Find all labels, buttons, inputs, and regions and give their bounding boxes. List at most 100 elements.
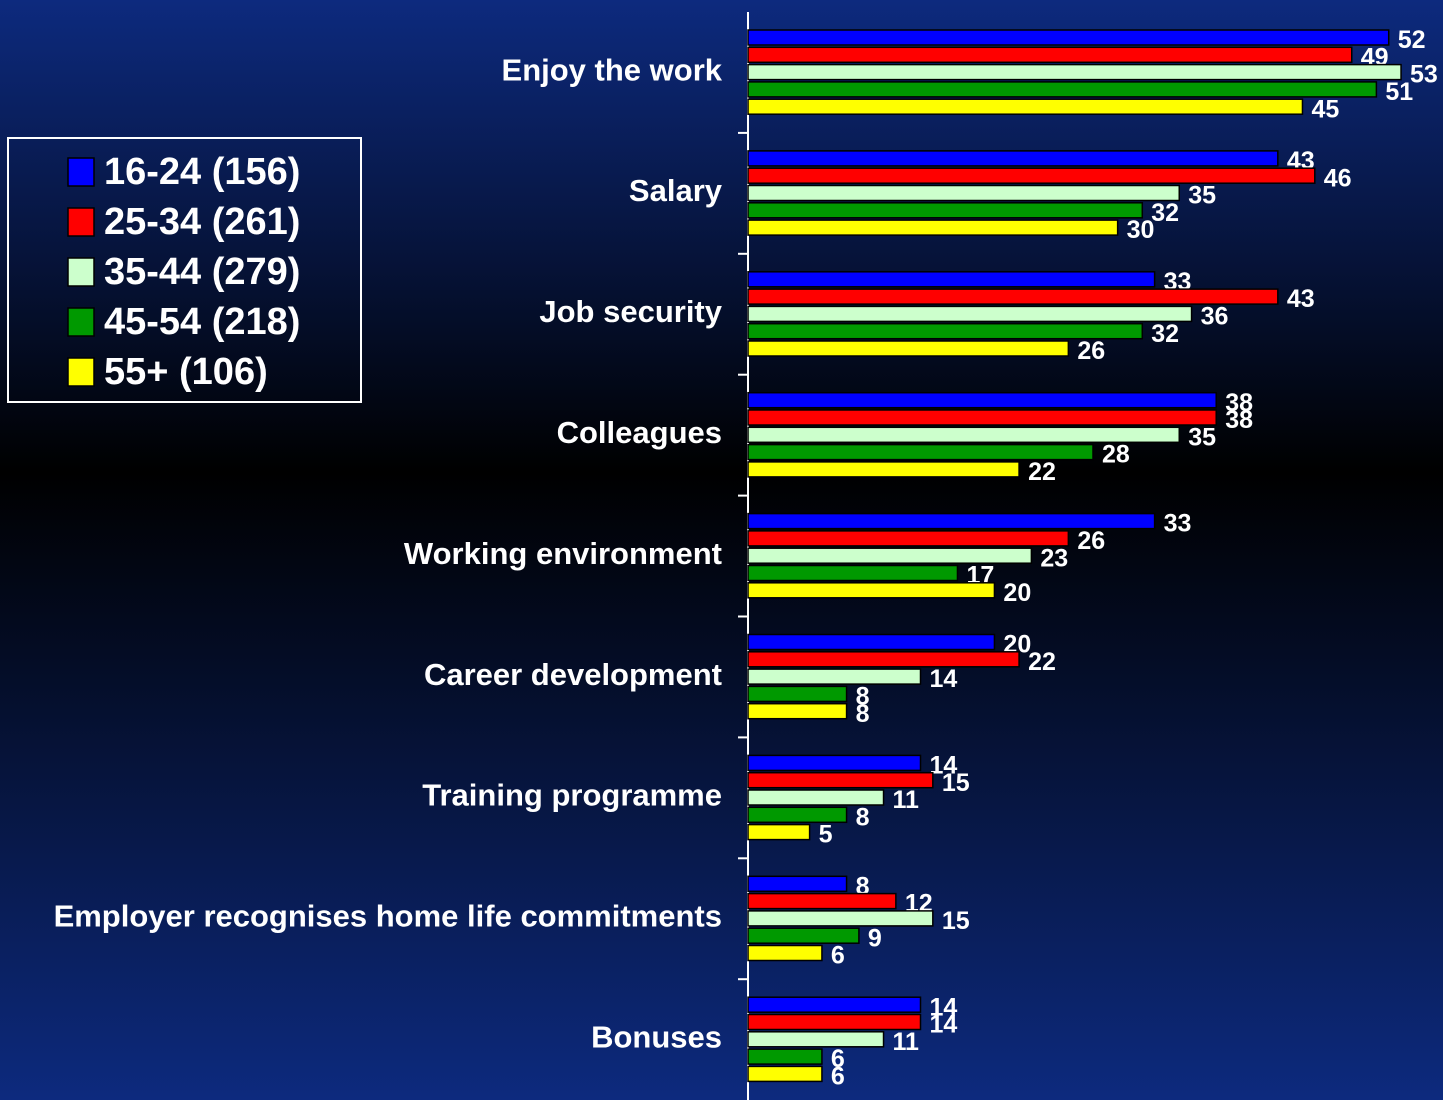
value-label: 53: [1410, 61, 1438, 89]
category-label: Job security: [539, 294, 722, 329]
bar: [747, 98, 1304, 115]
bar: [747, 81, 1378, 98]
bar: [747, 564, 959, 582]
value-label: 8: [856, 803, 870, 831]
bar: [747, 789, 885, 806]
legend-label: 25-34 (261): [104, 201, 300, 243]
value-label: 6: [831, 1045, 845, 1073]
legend-label: 55+ (106): [104, 351, 268, 393]
bar: [747, 892, 897, 910]
value-label: 38: [1225, 389, 1253, 417]
bar: [747, 29, 1390, 46]
bar: [747, 46, 1353, 64]
category-label: Career development: [424, 657, 722, 692]
bar: [747, 1013, 922, 1031]
legend-swatch: [67, 207, 95, 237]
bar: [747, 1048, 823, 1065]
category-label: Bonuses: [591, 1019, 722, 1054]
value-label: 8: [856, 700, 870, 728]
value-label: 9: [868, 924, 882, 952]
value-label: 52: [1398, 26, 1426, 54]
bar: [747, 512, 1156, 530]
bar: [747, 288, 1279, 305]
bar: [747, 167, 1316, 184]
bar: [747, 996, 922, 1013]
value-label: 35: [1188, 423, 1216, 451]
value-label: 23: [1040, 544, 1068, 572]
bar: [747, 340, 1070, 357]
value-label: 6: [831, 1063, 845, 1091]
category-label: Training programme: [422, 778, 722, 813]
bar: [747, 927, 860, 944]
legend-label: 16-24 (156): [104, 151, 300, 193]
bar: [747, 823, 811, 841]
legend-box: [7, 137, 362, 403]
value-label: 30: [1127, 216, 1155, 244]
value-label: 46: [1324, 164, 1352, 192]
legend-label: 35-44 (279): [104, 251, 300, 293]
bar: [747, 184, 1180, 202]
value-label: 33: [1164, 510, 1192, 538]
bar: [747, 271, 1156, 288]
bar: [747, 322, 1144, 340]
bar: [747, 1031, 885, 1048]
bar: [747, 202, 1144, 219]
bar: [747, 875, 848, 893]
value-label: 32: [1151, 199, 1179, 227]
bar: [747, 305, 1193, 323]
bar: [747, 668, 922, 685]
value-label: 22: [1028, 648, 1056, 676]
bar: [747, 771, 934, 789]
value-label: 14: [930, 1011, 958, 1039]
bar: [747, 702, 848, 720]
value-label: 15: [942, 769, 970, 797]
value-label: 5: [819, 821, 833, 849]
bar: [747, 685, 848, 703]
category-label: Employer recognises home life commitment…: [54, 899, 722, 934]
legend-swatch: [67, 307, 95, 337]
bar: [747, 150, 1279, 167]
category-label: Colleagues: [557, 415, 722, 450]
value-label: 11: [893, 1028, 920, 1056]
bar: [747, 806, 848, 824]
bar: [747, 391, 1217, 409]
bar: [747, 754, 922, 772]
bar: [747, 944, 823, 962]
bar: [747, 582, 996, 599]
bar: [747, 461, 1020, 478]
value-label: 28: [1102, 441, 1130, 469]
value-label: 26: [1077, 527, 1105, 555]
value-label: 14: [930, 993, 958, 1021]
value-label: 11: [893, 786, 920, 814]
value-label: 51: [1385, 78, 1413, 106]
bar: [747, 426, 1180, 444]
value-label: 14: [930, 665, 958, 693]
value-label: 26: [1077, 337, 1105, 365]
category-label: Salary: [629, 173, 723, 208]
bar: [747, 1065, 823, 1083]
bar: [747, 651, 1020, 668]
category-label: Enjoy the work: [502, 52, 723, 87]
legend-swatch: [67, 157, 95, 187]
bar: [747, 633, 996, 651]
value-label: 43: [1287, 285, 1315, 313]
value-label: 36: [1201, 303, 1229, 331]
bar: [747, 63, 1402, 81]
legend-label: 45-54 (218): [104, 301, 300, 343]
bar: [747, 443, 1094, 461]
value-label: 35: [1188, 182, 1216, 210]
value-label: 20: [1003, 579, 1031, 607]
bar: [747, 409, 1217, 426]
value-label: 32: [1151, 320, 1179, 348]
value-label: 15: [942, 907, 970, 935]
legend-swatch: [67, 357, 95, 387]
value-label: 8: [856, 683, 870, 711]
legend-swatch: [67, 257, 95, 287]
value-label: 22: [1028, 458, 1056, 486]
bar: [747, 547, 1033, 564]
value-label: 6: [831, 942, 845, 970]
bar: [747, 530, 1070, 547]
value-label: 38: [1225, 406, 1253, 434]
